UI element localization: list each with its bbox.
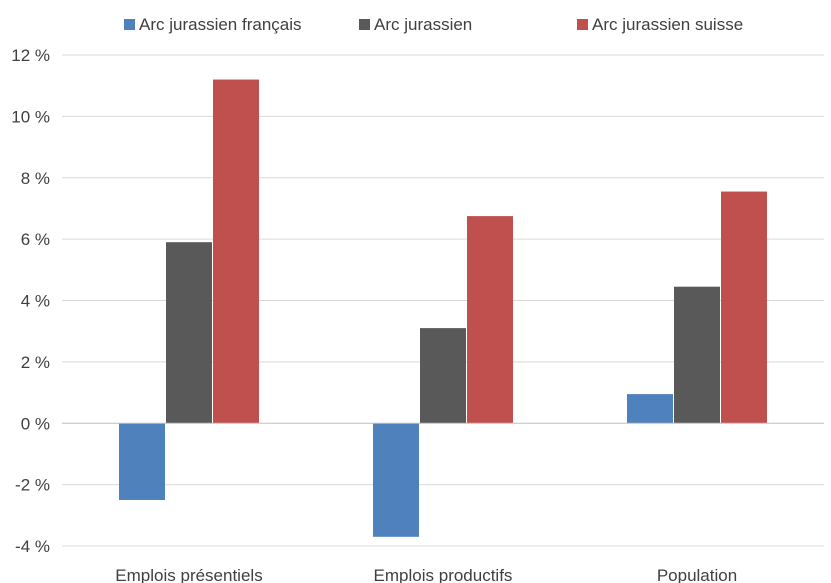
bar-arc-jurassien-fran-ais-0 [119, 423, 165, 500]
y-tick-label: 4 % [21, 292, 50, 311]
bars [119, 79, 767, 537]
bar-arc-jurassien-1 [420, 328, 466, 424]
legend: Arc jurassien français Arc jurassien Arc j… [124, 15, 743, 34]
legend-swatch [577, 19, 588, 30]
y-axis-tick-labels: -4 % -2 % 0 % 2 % 4 % 6 % 8 % 10 % 12 % [11, 46, 50, 556]
y-tick-label: 8 % [21, 169, 50, 188]
y-tick-label: 12 % [11, 46, 50, 65]
y-tick-label: -4 % [15, 537, 50, 556]
category-label: Emplois présentiels [115, 566, 262, 583]
bar-arc-jurassien-suisse-2 [721, 191, 767, 424]
bar-arc-jurassien-0 [166, 242, 212, 424]
y-tick-label: 10 % [11, 107, 50, 126]
y-tick-label: 0 % [21, 414, 50, 433]
bar-arc-jurassien-fran-ais-2 [627, 394, 673, 424]
legend-swatch [124, 19, 135, 30]
y-tick-label: 2 % [21, 353, 50, 372]
y-tick-label: -2 % [15, 476, 50, 495]
bar-arc-jurassien-fran-ais-1 [373, 423, 419, 537]
bar-arc-jurassien-suisse-1 [467, 216, 513, 424]
bar-arc-jurassien-suisse-0 [213, 79, 259, 424]
y-tick-label: 6 % [21, 230, 50, 249]
bar-arc-jurassien-2 [674, 286, 720, 424]
category-label: Population [657, 566, 737, 583]
legend-label: Arc jurassien français [139, 15, 302, 34]
category-label: Emplois productifs [374, 566, 513, 583]
x-axis-category-labels: Emplois présentiels Emplois productifs Pop… [115, 566, 737, 583]
legend-label: Arc jurassien suisse [592, 15, 743, 34]
legend-swatch [359, 19, 370, 30]
legend-label: Arc jurassien [374, 15, 472, 34]
